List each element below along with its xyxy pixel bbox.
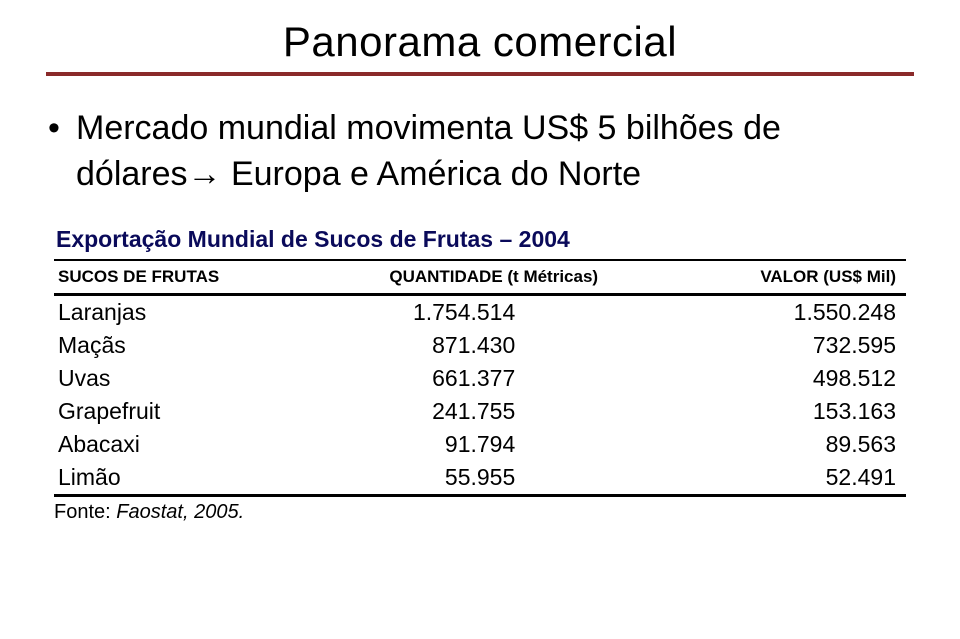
col-header-quantidade: QUANTIDADE (t Métricas) — [292, 260, 695, 295]
bullet-text: Mercado mundial movimenta US$ 5 bilhões … — [76, 106, 914, 198]
cell-name: Abacaxi — [54, 428, 292, 461]
table-header-row: SUCOS DE FRUTAS QUANTIDADE (t Métricas) … — [54, 260, 906, 295]
cell-qty: 661.377 — [292, 362, 695, 395]
bullet-marker: • — [48, 106, 76, 152]
cell-val: 1.550.248 — [695, 294, 906, 329]
cell-val: 498.512 — [695, 362, 906, 395]
table-row: Uvas 661.377 498.512 — [54, 362, 906, 395]
cell-name: Limão — [54, 461, 292, 496]
slide: Panorama comercial • Mercado mundial mov… — [0, 0, 960, 639]
table-row: Grapefruit 241.755 153.163 — [54, 395, 906, 428]
cell-qty: 871.430 — [292, 329, 695, 362]
cell-name: Grapefruit — [54, 395, 292, 428]
arrow-icon: → — [188, 155, 222, 193]
col-header-sucos: SUCOS DE FRUTAS — [54, 260, 292, 295]
table-row: Maçãs 871.430 732.595 — [54, 329, 906, 362]
cell-val: 732.595 — [695, 329, 906, 362]
slide-title: Panorama comercial — [46, 18, 914, 66]
source-value: Faostat, 2005. — [116, 501, 244, 523]
cell-qty: 55.955 — [292, 461, 695, 496]
table-title: Exportação Mundial de Sucos de Frutas – … — [56, 226, 906, 253]
bullet-text-tail: Europa e América do Norte — [222, 155, 642, 193]
table-row: Abacaxi 91.794 89.563 — [54, 428, 906, 461]
cell-name: Laranjas — [54, 294, 292, 329]
col-header-valor: VALOR (US$ Mil) — [695, 260, 906, 295]
table-row: Laranjas 1.754.514 1.550.248 — [54, 294, 906, 329]
bullet-item: • Mercado mundial movimenta US$ 5 bilhõe… — [48, 106, 914, 198]
cell-val: 52.491 — [695, 461, 906, 496]
cell-qty: 1.754.514 — [292, 294, 695, 329]
cell-qty: 241.755 — [292, 395, 695, 428]
cell-val: 153.163 — [695, 395, 906, 428]
source-label: Fonte: — [54, 501, 116, 523]
cell-name: Maçãs — [54, 329, 292, 362]
export-table: SUCOS DE FRUTAS QUANTIDADE (t Métricas) … — [54, 259, 906, 497]
table-row: Limão 55.955 52.491 — [54, 461, 906, 496]
cell-name: Uvas — [54, 362, 292, 395]
cell-val: 89.563 — [695, 428, 906, 461]
table-source: Fonte: Faostat, 2005. — [54, 501, 906, 524]
title-underline — [46, 72, 914, 76]
cell-qty: 91.794 — [292, 428, 695, 461]
export-table-section: Exportação Mundial de Sucos de Frutas – … — [54, 226, 906, 524]
